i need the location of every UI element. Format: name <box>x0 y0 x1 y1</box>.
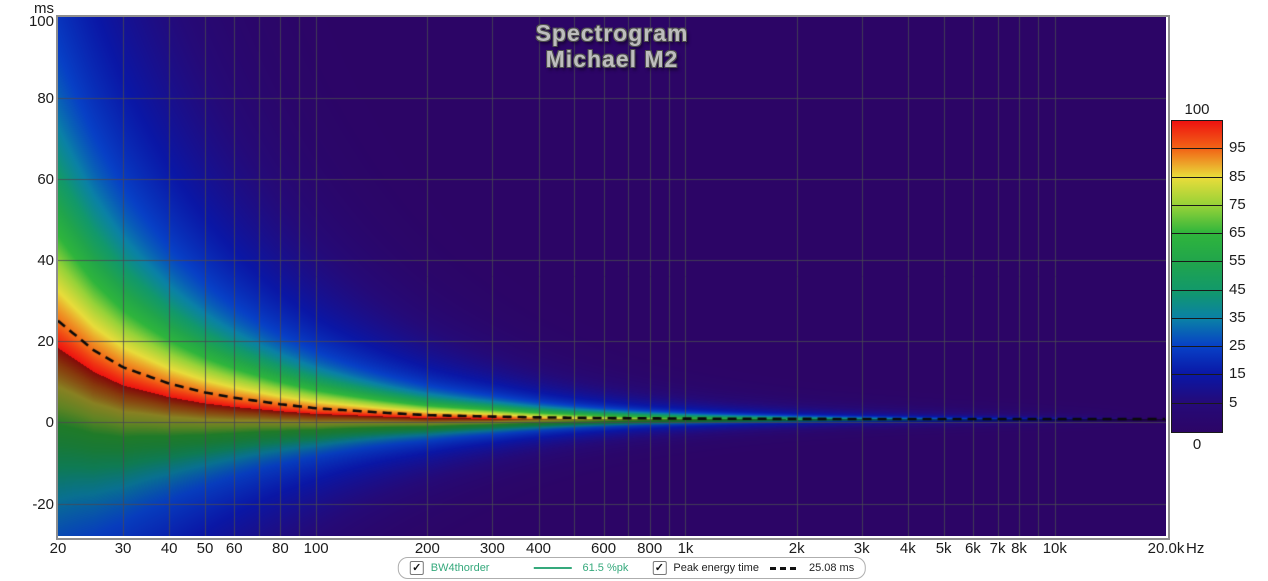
colorbar-tick-label: 95 <box>1229 139 1246 157</box>
x-tick-label: 4k <box>899 540 916 557</box>
x-tick-label: 7k <box>989 540 1006 557</box>
x-tick-label: 8k <box>1011 540 1027 557</box>
x-tick-label: 300 <box>479 540 505 557</box>
x-axis-unit: Hz <box>1186 540 1205 557</box>
x-tick-label: 80 <box>272 540 289 557</box>
colorbar-band <box>1172 149 1222 178</box>
x-tick-label: 200 <box>414 540 440 557</box>
colorbar-max-label: 100 <box>1184 101 1210 118</box>
check-icon: ✓ <box>412 561 422 574</box>
x-tick-label: 100 <box>303 540 329 557</box>
peak-dash-swatch <box>769 566 798 570</box>
x-tick-label: 5k <box>935 540 952 557</box>
colorbar-min-label: 0 <box>1192 436 1202 453</box>
colorbar-tick-label: 25 <box>1229 337 1246 355</box>
colorbar-band <box>1172 403 1222 432</box>
y-tick-label: 20 <box>37 333 54 351</box>
y-tick-label: 100 <box>28 13 54 30</box>
colorbar-band <box>1172 318 1222 348</box>
colorbar-tick-label: 75 <box>1229 195 1246 213</box>
x-tick-label: 30 <box>114 540 132 557</box>
colorbar-tick-label: 5 <box>1229 393 1238 411</box>
colorbar-band <box>1172 177 1222 206</box>
x-tick-label: 3k <box>853 540 870 557</box>
x-tick-label: 20.0k <box>1147 540 1185 557</box>
y-tick-label: 80 <box>37 90 54 108</box>
y-tick-label: 0 <box>45 414 54 432</box>
x-tick-label: 600 <box>591 540 617 557</box>
colorbar-tick-label: 35 <box>1229 308 1246 326</box>
colorbar <box>1171 120 1223 433</box>
legend-checkbox-peak-energy-time[interactable]: ✓ <box>652 561 667 575</box>
y-tick-label: 40 <box>37 252 54 270</box>
x-tick-label: 6k <box>964 540 981 557</box>
y-axis-unit: ms <box>34 0 54 17</box>
legend-trace-value: 61.5 %pk <box>582 562 629 574</box>
legend-peak-label: Peak energy time <box>673 562 759 574</box>
colorbar-tick-label: 55 <box>1229 252 1246 270</box>
legend-peak-value: 25.08 ms <box>808 562 855 574</box>
legend-checkbox-bw4thorder[interactable]: ✓ <box>409 561 424 575</box>
x-tick-label: 800 <box>637 540 663 557</box>
x-tick-label: 50 <box>196 540 214 557</box>
x-tick-label: 1k <box>677 540 694 557</box>
colorbar-tick-label: 85 <box>1229 167 1246 185</box>
colorbar-tick-label: 45 <box>1229 280 1246 298</box>
colorbar-band <box>1172 121 1222 150</box>
legend-bar: ✓ BW4thorder 61.5 %pk ✓ Peak energy time… <box>397 557 867 579</box>
colorbar-band <box>1172 205 1222 235</box>
colorbar-band <box>1172 290 1222 319</box>
colorbar-band <box>1172 375 1222 404</box>
spectrogram-plot[interactable] <box>58 17 1166 536</box>
colorbar-band <box>1172 347 1222 376</box>
colorbar-tick-label: 15 <box>1229 365 1246 383</box>
y-tick-label: 60 <box>37 171 54 189</box>
colorbar-tick-label: 65 <box>1229 224 1246 242</box>
check-icon: ✓ <box>654 561 664 574</box>
y-tick-label: -20 <box>32 495 54 513</box>
colorbar-band <box>1172 234 1222 263</box>
x-tick-label: 20 <box>49 540 67 557</box>
x-tick-label: 10k <box>1042 540 1067 557</box>
x-tick-label: 60 <box>225 540 243 557</box>
x-tick-label: 2k <box>788 540 805 557</box>
trace-line-swatch <box>533 567 572 569</box>
x-tick-label: 40 <box>160 540 178 557</box>
colorbar-band <box>1172 262 1222 291</box>
x-tick-label: 400 <box>525 540 552 557</box>
legend-trace-label: BW4thorder <box>430 562 490 574</box>
